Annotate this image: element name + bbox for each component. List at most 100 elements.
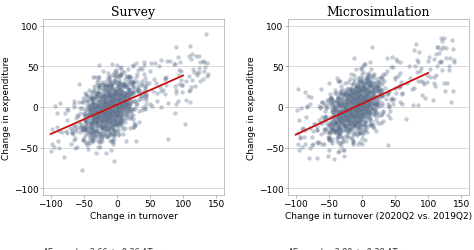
- Point: [101, 115, 109, 119]
- Point: [88, 135, 95, 139]
- Point: [186, 100, 194, 104]
- Point: [95, 64, 103, 68]
- Point: [157, 90, 164, 94]
- Point: [110, 92, 118, 96]
- Point: [101, 95, 109, 99]
- Point: [72, 130, 80, 134]
- Point: [100, 117, 108, 121]
- Point: [100, 83, 108, 87]
- Point: [335, 119, 343, 123]
- Point: [94, 116, 102, 119]
- Point: [82, 99, 89, 103]
- Point: [340, 118, 348, 122]
- Point: [115, 94, 123, 98]
- Point: [97, 104, 104, 108]
- Point: [362, 90, 370, 94]
- Point: [350, 124, 357, 128]
- Point: [351, 98, 358, 102]
- Point: [106, 106, 114, 110]
- Point: [94, 118, 101, 122]
- Point: [349, 98, 356, 102]
- Point: [325, 136, 333, 140]
- Point: [341, 112, 349, 116]
- Point: [393, 60, 401, 64]
- Point: [100, 84, 108, 88]
- Point: [343, 98, 351, 102]
- Point: [324, 123, 331, 127]
- Point: [118, 95, 126, 99]
- Point: [365, 89, 373, 93]
- Point: [100, 102, 108, 106]
- Point: [100, 115, 108, 119]
- Point: [372, 77, 379, 81]
- Point: [365, 82, 373, 86]
- Point: [356, 90, 364, 94]
- Point: [353, 108, 360, 112]
- Point: [68, 129, 76, 133]
- Point: [94, 134, 102, 138]
- Point: [347, 119, 355, 123]
- Point: [358, 96, 366, 100]
- Point: [339, 123, 347, 127]
- Point: [103, 109, 111, 113]
- Point: [113, 98, 121, 102]
- Point: [117, 91, 124, 95]
- Point: [363, 100, 371, 104]
- Point: [97, 96, 104, 100]
- Point: [367, 107, 375, 111]
- Point: [355, 120, 363, 124]
- Point: [327, 120, 334, 124]
- Point: [141, 87, 148, 91]
- Point: [331, 128, 339, 132]
- Point: [353, 82, 360, 86]
- Point: [360, 98, 367, 102]
- Point: [352, 111, 360, 115]
- Point: [424, 60, 432, 64]
- Point: [355, 123, 363, 127]
- Point: [116, 121, 123, 125]
- Point: [135, 84, 142, 88]
- Point: [64, 108, 71, 112]
- Point: [98, 108, 105, 112]
- Y-axis label: Change in expenditure: Change in expenditure: [2, 56, 11, 159]
- Point: [325, 130, 333, 134]
- Point: [340, 102, 348, 106]
- Point: [358, 114, 365, 117]
- Point: [99, 119, 107, 123]
- Point: [354, 124, 362, 128]
- Point: [84, 121, 91, 125]
- Point: [379, 93, 387, 97]
- Point: [336, 114, 344, 117]
- Point: [89, 101, 96, 105]
- Point: [107, 120, 115, 124]
- Point: [351, 118, 358, 122]
- Point: [106, 108, 113, 112]
- Point: [108, 100, 116, 103]
- Point: [351, 107, 358, 111]
- Point: [116, 111, 123, 115]
- Point: [82, 128, 90, 132]
- Point: [103, 103, 110, 107]
- Point: [113, 106, 120, 110]
- Point: [100, 108, 107, 112]
- Point: [356, 116, 364, 120]
- Point: [112, 81, 119, 85]
- Point: [356, 108, 363, 112]
- Point: [365, 110, 372, 114]
- Point: [89, 108, 97, 112]
- Point: [332, 120, 339, 124]
- Point: [110, 113, 118, 117]
- Point: [354, 87, 362, 91]
- Point: [159, 89, 166, 93]
- Point: [372, 102, 380, 106]
- Point: [111, 120, 118, 124]
- Point: [366, 117, 374, 121]
- Point: [384, 92, 392, 96]
- Point: [346, 116, 354, 119]
- Point: [356, 105, 364, 109]
- Point: [188, 79, 195, 83]
- Point: [379, 72, 386, 76]
- Point: [94, 76, 101, 80]
- Point: [334, 104, 341, 108]
- Point: [91, 117, 99, 121]
